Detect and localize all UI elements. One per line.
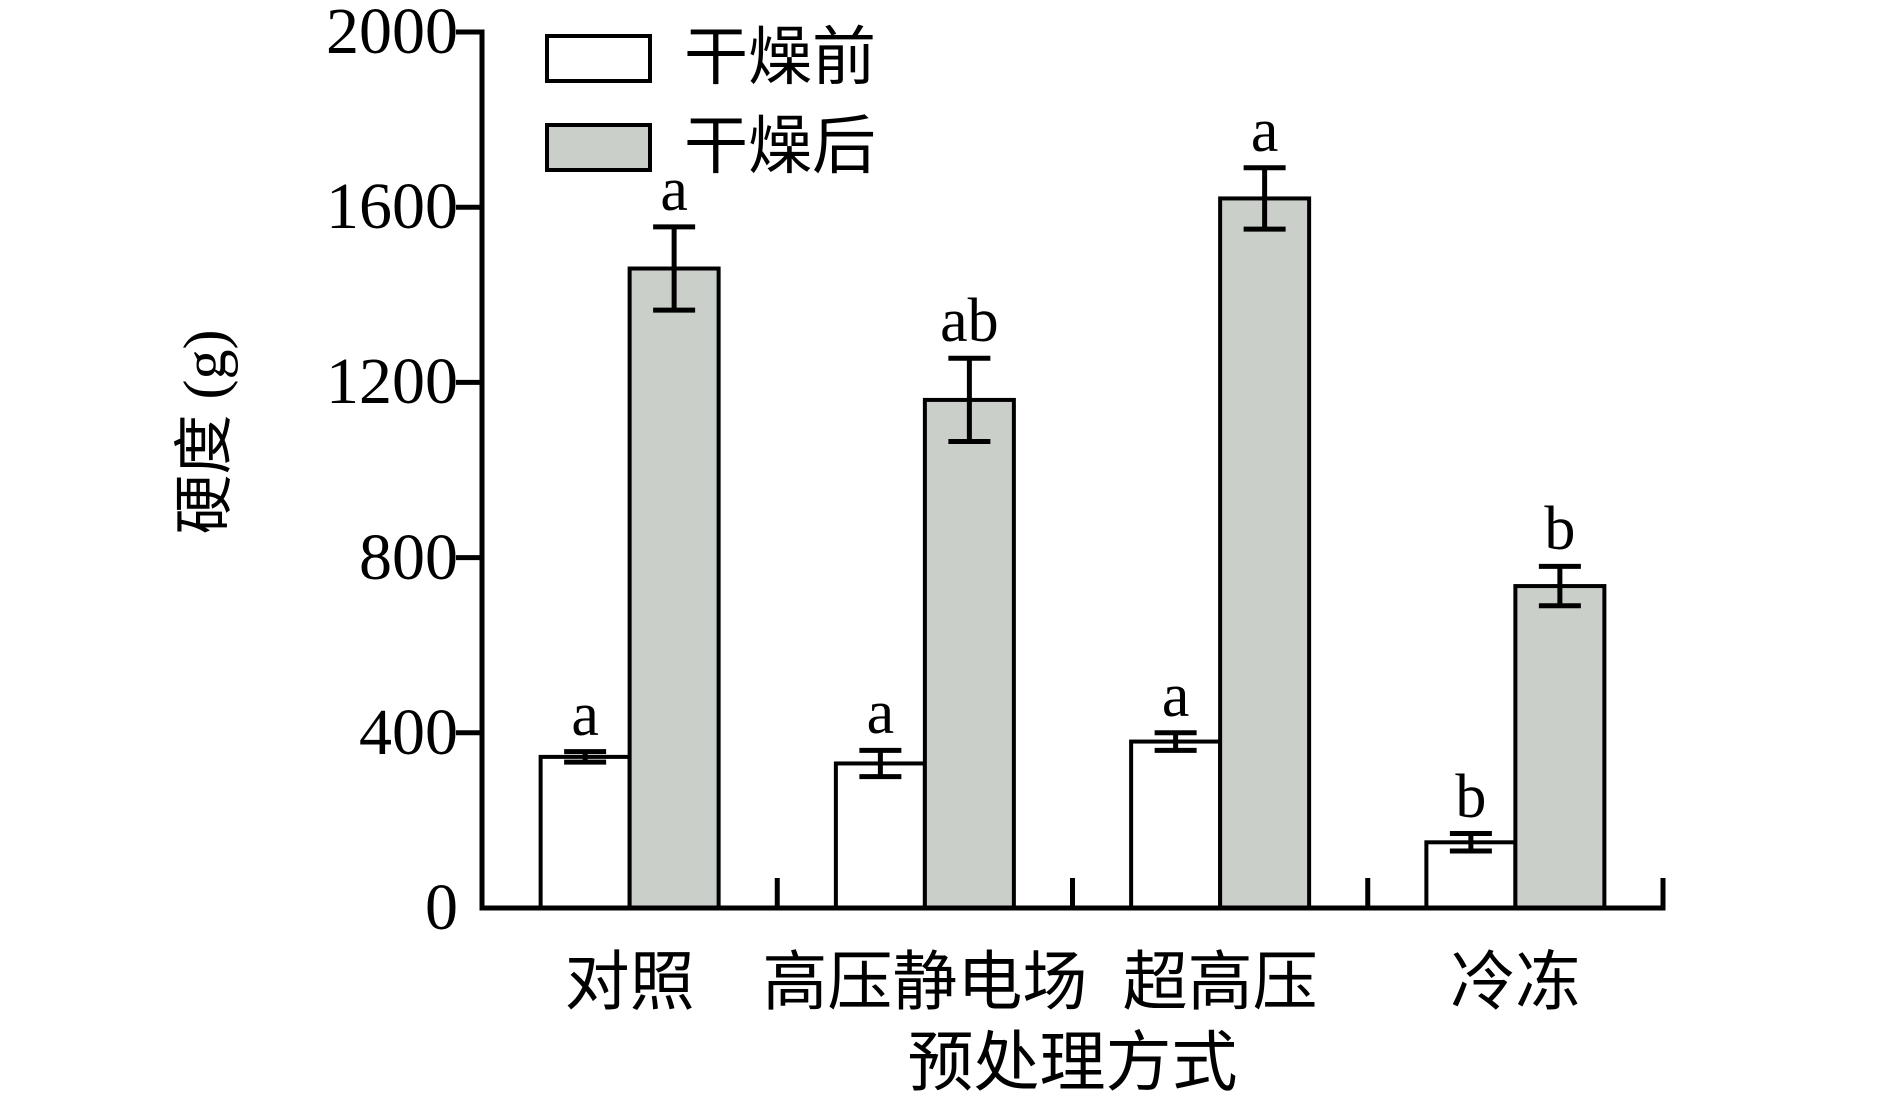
- sig-letter-after-3: b: [1544, 495, 1576, 564]
- legend-label-before-drying: 干燥前: [684, 22, 876, 93]
- sig-letter-after-0: a: [660, 155, 688, 224]
- axis-lines: [479, 29, 1666, 911]
- y-tick-label-1600: 1600: [326, 170, 458, 244]
- sig-letter-before-1: a: [866, 679, 895, 748]
- bar-before-1: [833, 761, 927, 911]
- y-axis-title: 硬度 (g): [172, 329, 238, 535]
- y-tick-label-2000: 2000: [326, 0, 458, 68]
- x-category-label-2: 超高压: [1122, 947, 1318, 1019]
- y-tick-label-800: 800: [359, 520, 458, 594]
- x-axis-title: 预处理方式: [907, 1027, 1238, 1100]
- bar-before-2: [1129, 739, 1223, 910]
- sig-letter-before-0: a: [571, 680, 599, 749]
- legend: 干燥前 干燥后: [545, 26, 876, 204]
- x-category-label-1: 高压静电场: [762, 947, 1088, 1019]
- y-tick-label-400: 400: [359, 695, 458, 769]
- legend-item-after-drying: 干燥后: [545, 115, 876, 179]
- sig-letter-after-1: ab: [940, 287, 999, 356]
- bar-after-3: [1513, 584, 1607, 910]
- legend-swatch-before-drying: [545, 33, 652, 83]
- y-tick-label-0: 0: [425, 871, 458, 944]
- x-category-label-0: 对照: [564, 947, 695, 1019]
- legend-item-before-drying: 干燥前: [545, 26, 876, 90]
- sig-letter-after-2: a: [1250, 96, 1279, 165]
- bar-after-1: [922, 397, 1016, 910]
- legend-label-after-drying: 干燥后: [684, 111, 876, 182]
- y-tick-label-1200: 1200: [326, 345, 458, 419]
- bar-after-2: [1218, 196, 1312, 910]
- bar-before-0: [538, 754, 632, 911]
- legend-swatch-after-drying: [545, 122, 652, 172]
- bar-after-0: [627, 266, 721, 910]
- x-category-label-3: 冷冻: [1450, 947, 1581, 1019]
- sig-letter-before-2: a: [1161, 661, 1190, 730]
- sig-letter-before-3: b: [1455, 762, 1487, 831]
